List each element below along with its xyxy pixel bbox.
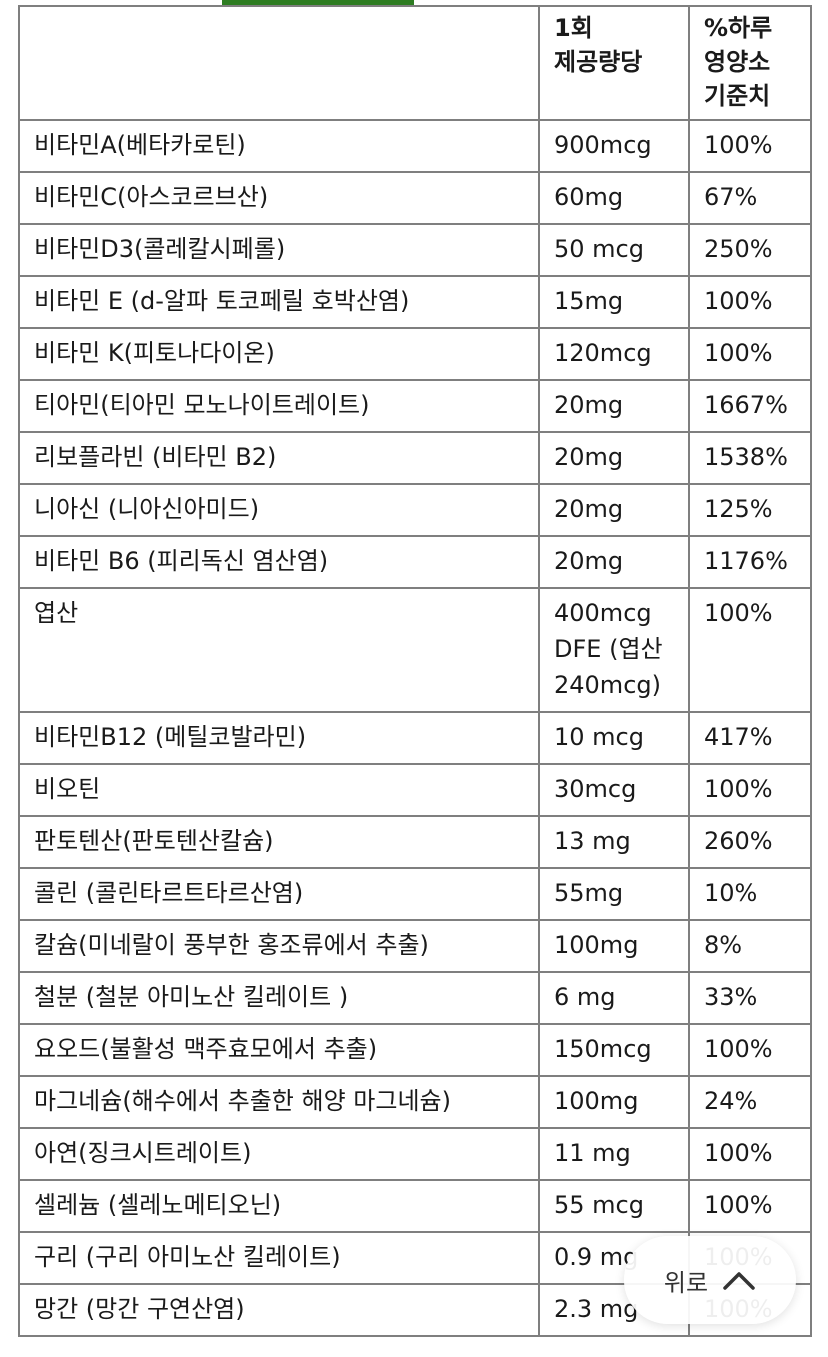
- amount-per-serving: 10 mcg: [538, 711, 690, 765]
- table-row: 비타민B12 (메틸코발라민) 10 mcg 417%: [18, 711, 812, 765]
- table-row: 콜린 (콜린타르트타르산염) 55mg 10%: [18, 867, 812, 921]
- table-row: 마그네슘(해수에서 추출한 해양 마그네슘) 100mg 24%: [18, 1075, 812, 1129]
- daily-value-percent: 100%: [688, 587, 812, 713]
- amount-per-serving: 120mcg: [538, 327, 690, 381]
- amount-per-serving: 60mg: [538, 171, 690, 225]
- daily-value-percent: 100%: [688, 1023, 812, 1077]
- scroll-to-top-label: 위로: [663, 1268, 709, 1297]
- daily-value-percent: 250%: [688, 223, 812, 277]
- nutrient-name: 구리 (구리 아미노산 킬레이트): [18, 1231, 540, 1285]
- amount-per-serving: 20mg: [538, 483, 690, 537]
- nutrient-name: 엽산: [18, 587, 540, 713]
- nutrient-name: 콜린 (콜린타르트타르산염): [18, 867, 540, 921]
- daily-value-percent: 125%: [688, 483, 812, 537]
- nutrient-name: 셀레늄 (셀레노메티오닌): [18, 1179, 540, 1233]
- amount-per-serving: 30mcg: [538, 763, 690, 817]
- daily-value-percent: 100%: [688, 1179, 812, 1233]
- table-row: 셀레늄 (셀레노메티오닌) 55 mcg 100%: [18, 1179, 812, 1233]
- amount-per-serving: 6 mg: [538, 971, 690, 1025]
- nutrient-name: 판토텐산(판토텐산칼슘): [18, 815, 540, 869]
- table-row: 아연(징크시트레이트) 11 mg 100%: [18, 1127, 812, 1181]
- daily-value-percent: 100%: [688, 275, 812, 329]
- daily-value-percent: 33%: [688, 971, 812, 1025]
- nutrient-name: 요오드(불활성 맥주효모에서 추출): [18, 1023, 540, 1077]
- daily-value-percent: 8%: [688, 919, 812, 973]
- header-daily-value: %하루 영양소 기준치: [688, 5, 812, 121]
- amount-per-serving: 50 mcg: [538, 223, 690, 277]
- table-header-row: 1회 제공량당 %하루 영양소 기준치: [18, 5, 812, 121]
- table-row: 철분 (철분 아미노산 킬레이트 ) 6 mg 33%: [18, 971, 812, 1025]
- daily-value-percent: 100%: [688, 327, 812, 381]
- daily-value-percent: 100%: [688, 1127, 812, 1181]
- nutrient-name: 비타민 K(피토나다이온): [18, 327, 540, 381]
- nutrient-name: 리보플라빈 (비타민 B2): [18, 431, 540, 485]
- table-row: 비타민D3(콜레칼시페롤) 50 mcg 250%: [18, 223, 812, 277]
- table-row: 비타민A(베타카로틴) 900mcg 100%: [18, 119, 812, 173]
- scroll-to-top-button[interactable]: 위로: [624, 1236, 796, 1324]
- amount-per-serving: 11 mg: [538, 1127, 690, 1181]
- amount-per-serving: 20mg: [538, 431, 690, 485]
- amount-per-serving: 100mg: [538, 1075, 690, 1129]
- chevron-up-icon: [723, 1272, 755, 1290]
- nutrient-name: 티아민(티아민 모노나이트레이트): [18, 379, 540, 433]
- daily-value-percent: 100%: [688, 119, 812, 173]
- amount-per-serving: 100mg: [538, 919, 690, 973]
- nutrient-name: 비타민C(아스코르브산): [18, 171, 540, 225]
- nutrient-name: 비타민A(베타카로틴): [18, 119, 540, 173]
- amount-per-serving: 400mcg DFE (엽산 240mcg): [538, 587, 690, 713]
- table-row: 요오드(불활성 맥주효모에서 추출) 150mcg 100%: [18, 1023, 812, 1077]
- amount-per-serving: 13 mg: [538, 815, 690, 869]
- table-body: 비타민A(베타카로틴) 900mcg 100% 비타민C(아스코르브산) 60mg 67%…: [18, 119, 812, 1337]
- daily-value-percent: 1176%: [688, 535, 812, 589]
- nutrient-name: 비오틴: [18, 763, 540, 817]
- daily-value-percent: 260%: [688, 815, 812, 869]
- daily-value-percent: 67%: [688, 171, 812, 225]
- nutrient-name: 칼슘(미네랄이 풍부한 홍조류에서 추출): [18, 919, 540, 973]
- table-row: 비타민 B6 (피리독신 염산염) 20mg 1176%: [18, 535, 812, 589]
- table-row: 엽산 400mcg DFE (엽산 240mcg) 100%: [18, 587, 812, 713]
- table-row: 니아신 (니아신아미드) 20mg 125%: [18, 483, 812, 537]
- table-row: 비타민C(아스코르브산) 60mg 67%: [18, 171, 812, 225]
- daily-value-percent: 10%: [688, 867, 812, 921]
- amount-per-serving: 55 mcg: [538, 1179, 690, 1233]
- nutrient-name: 비타민D3(콜레칼시페롤): [18, 223, 540, 277]
- amount-per-serving: 20mg: [538, 535, 690, 589]
- daily-value-percent: 100%: [688, 763, 812, 817]
- table-row: 리보플라빈 (비타민 B2) 20mg 1538%: [18, 431, 812, 485]
- table-row: 비오틴 30mcg 100%: [18, 763, 812, 817]
- nutrient-name: 비타민 B6 (피리독신 염산염): [18, 535, 540, 589]
- nutrition-facts-table: 1회 제공량당 %하루 영양소 기준치 비타민A(베타카로틴) 900mcg 100…: [18, 5, 812, 1337]
- daily-value-percent: 417%: [688, 711, 812, 765]
- amount-per-serving: 15mg: [538, 275, 690, 329]
- nutrient-name: 니아신 (니아신아미드): [18, 483, 540, 537]
- amount-per-serving: 55mg: [538, 867, 690, 921]
- daily-value-percent: 1538%: [688, 431, 812, 485]
- amount-per-serving: 150mcg: [538, 1023, 690, 1077]
- table-row: 티아민(티아민 모노나이트레이트) 20mg 1667%: [18, 379, 812, 433]
- nutrient-name: 비타민 E (d-알파 토코페릴 호박산염): [18, 275, 540, 329]
- nutrient-name: 철분 (철분 아미노산 킬레이트 ): [18, 971, 540, 1025]
- amount-per-serving: 20mg: [538, 379, 690, 433]
- header-per-serving: 1회 제공량당: [538, 5, 690, 121]
- nutrient-name: 아연(징크시트레이트): [18, 1127, 540, 1181]
- nutrient-name: 망간 (망간 구연산염): [18, 1283, 540, 1337]
- table-row: 비타민 K(피토나다이온) 120mcg 100%: [18, 327, 812, 381]
- table-row: 판토텐산(판토텐산칼슘) 13 mg 260%: [18, 815, 812, 869]
- table-row: 칼슘(미네랄이 풍부한 홍조류에서 추출) 100mg 8%: [18, 919, 812, 973]
- nutrient-name: 마그네슘(해수에서 추출한 해양 마그네슘): [18, 1075, 540, 1129]
- header-nutrient: [18, 5, 540, 121]
- daily-value-percent: 1667%: [688, 379, 812, 433]
- daily-value-percent: 24%: [688, 1075, 812, 1129]
- amount-per-serving: 900mcg: [538, 119, 690, 173]
- table-row: 비타민 E (d-알파 토코페릴 호박산염) 15mg 100%: [18, 275, 812, 329]
- active-tab-indicator: [222, 0, 414, 7]
- nutrient-name: 비타민B12 (메틸코발라민): [18, 711, 540, 765]
